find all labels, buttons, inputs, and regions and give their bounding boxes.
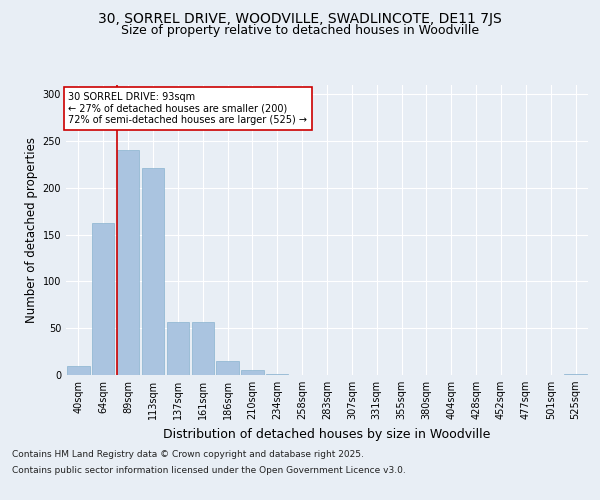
Bar <box>241 370 263 375</box>
Text: 30 SORREL DRIVE: 93sqm
← 27% of detached houses are smaller (200)
72% of semi-de: 30 SORREL DRIVE: 93sqm ← 27% of detached… <box>68 92 307 124</box>
Bar <box>167 322 189 375</box>
Bar <box>142 168 164 375</box>
Bar <box>117 150 139 375</box>
X-axis label: Distribution of detached houses by size in Woodville: Distribution of detached houses by size … <box>163 428 491 440</box>
Text: Contains HM Land Registry data © Crown copyright and database right 2025.: Contains HM Land Registry data © Crown c… <box>12 450 364 459</box>
Bar <box>565 374 587 375</box>
Text: Contains public sector information licensed under the Open Government Licence v3: Contains public sector information licen… <box>12 466 406 475</box>
Bar <box>217 361 239 375</box>
Y-axis label: Number of detached properties: Number of detached properties <box>25 137 38 323</box>
Bar <box>92 224 115 375</box>
Bar <box>191 322 214 375</box>
Text: Size of property relative to detached houses in Woodville: Size of property relative to detached ho… <box>121 24 479 37</box>
Bar <box>67 366 89 375</box>
Bar <box>266 374 289 375</box>
Text: 30, SORREL DRIVE, WOODVILLE, SWADLINCOTE, DE11 7JS: 30, SORREL DRIVE, WOODVILLE, SWADLINCOTE… <box>98 12 502 26</box>
